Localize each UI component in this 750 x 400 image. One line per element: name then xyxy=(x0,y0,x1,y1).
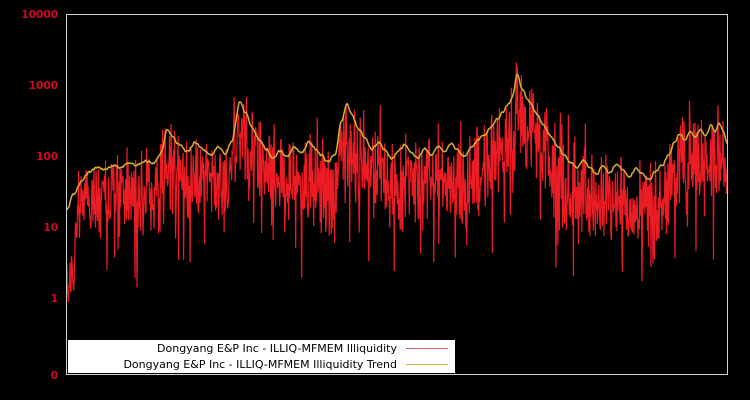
y-axis-tick-1000: 1000 xyxy=(28,79,59,92)
chart-svg xyxy=(67,62,727,303)
series-canvas xyxy=(67,15,727,374)
plot-area xyxy=(66,14,728,375)
series-line-illiquidity-trend xyxy=(67,73,727,211)
series-line-illiquidity xyxy=(67,62,727,303)
y-axis-tick-100: 100 xyxy=(35,150,58,163)
y-axis-tick-0: 0 xyxy=(50,369,59,382)
y-axis-tick-1: 1 xyxy=(50,292,59,305)
legend-entry-illiquidity-trend: Dongyang E&P Inc - ILLIQ-MFMEM Illiquidi… xyxy=(68,356,455,372)
legend-entry-illiquidity: Dongyang E&P Inc - ILLIQ-MFMEM Illiquidi… xyxy=(68,340,455,356)
legend-swatch-illiquidity-trend-icon xyxy=(406,363,448,365)
y-axis-tick-10000: 10000 xyxy=(21,8,58,21)
legend[interactable]: Dongyang E&P Inc - ILLIQ-MFMEM Illiquidi… xyxy=(68,340,455,373)
legend-label-illiquidity-trend: Dongyang E&P Inc - ILLIQ-MFMEM Illiquidi… xyxy=(123,357,397,371)
y-axis-tick-10: 10 xyxy=(43,221,58,234)
legend-swatch-illiquidity-icon xyxy=(406,347,448,349)
legend-label-illiquidity: Dongyang E&P Inc - ILLIQ-MFMEM Illiquidi… xyxy=(157,341,397,355)
